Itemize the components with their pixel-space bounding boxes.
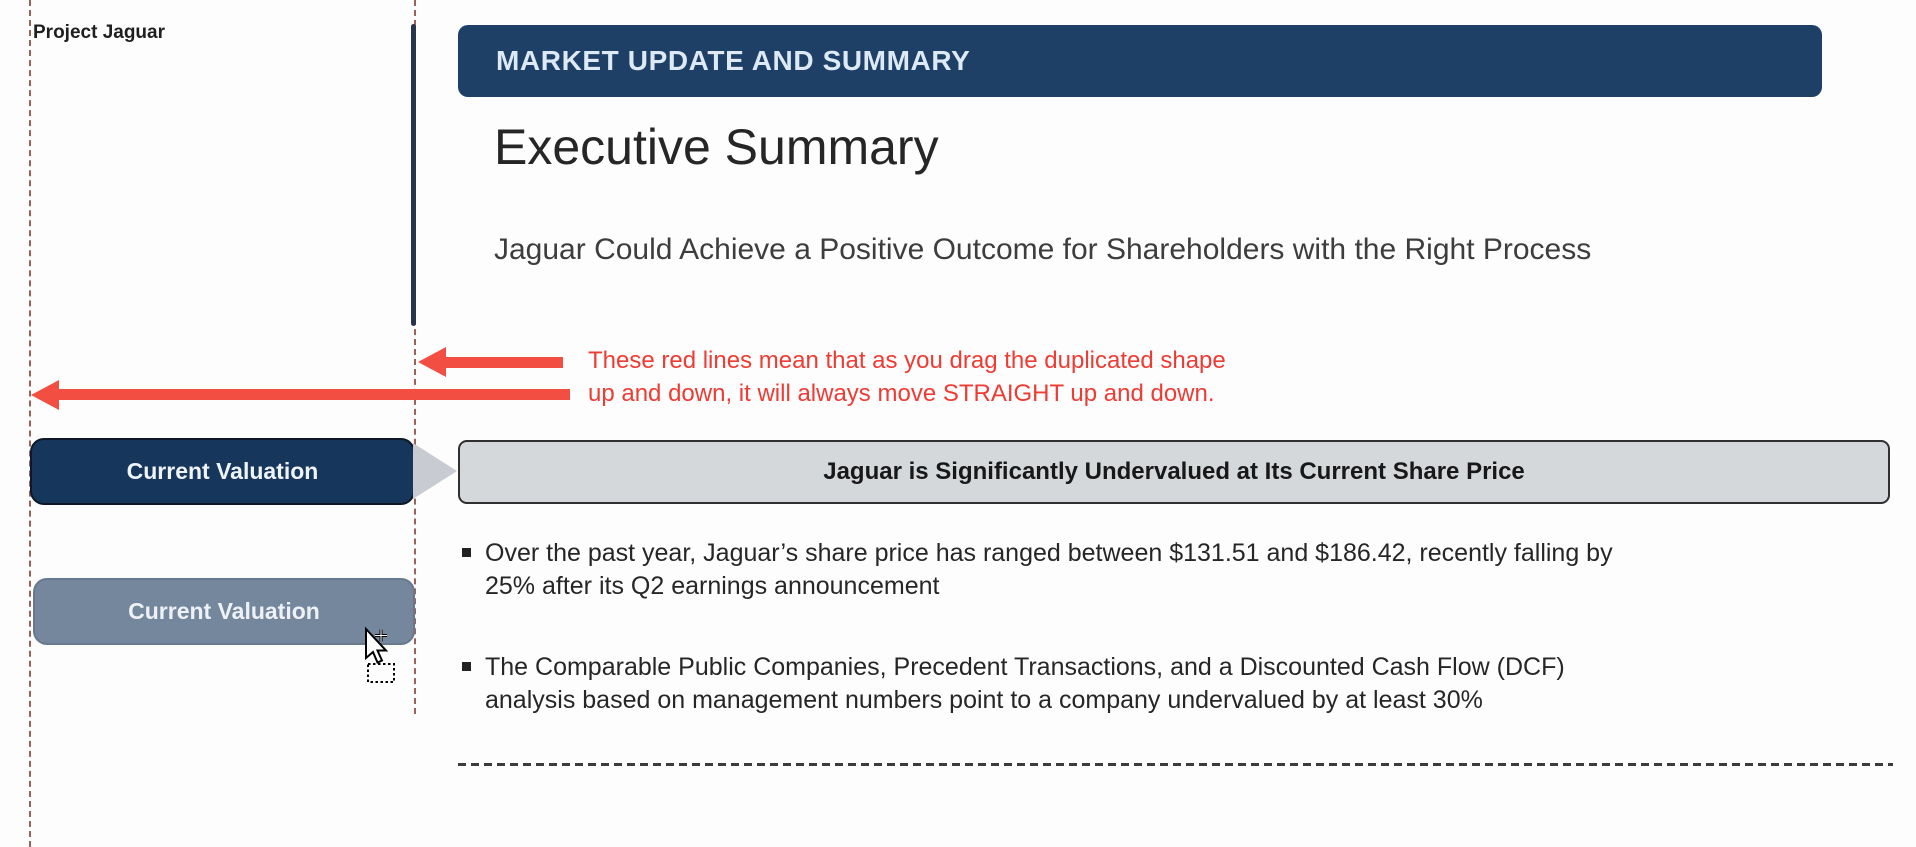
project-name-label: Project Jaguar xyxy=(33,22,165,43)
smart-guide-right xyxy=(414,0,416,714)
header-banner-shape[interactable]: MARKET UPDATE AND SUMMARY xyxy=(458,25,1822,97)
annotation-text: These red lines mean that as you drag th… xyxy=(588,347,1226,407)
bullet-item: Over the past year, Jaguar’s share price… xyxy=(462,537,1902,603)
current-valuation-shape[interactable]: Current Valuation xyxy=(30,438,415,505)
current-valuation-label: Current Valuation xyxy=(126,458,319,484)
slide-subtitle: Jaguar Could Achieve a Positive Outcome … xyxy=(494,233,1592,266)
smart-guide-left xyxy=(29,0,31,847)
section-headline-shape[interactable]: Jaguar is Significantly Undervalued at I… xyxy=(458,440,1890,504)
bullet-square-icon xyxy=(462,662,471,671)
drag-copy-cursor-icon xyxy=(360,626,414,693)
slide-title: Executive Summary xyxy=(494,119,939,175)
bullet-text: The Comparable Public Companies, Precede… xyxy=(485,653,1565,714)
dashed-divider-line xyxy=(458,763,1893,766)
bullet-item: The Comparable Public Companies, Precede… xyxy=(462,651,1902,717)
bullet-text: Over the past year, Jaguar’s share price… xyxy=(485,539,1613,600)
duplicated-current-valuation-shape[interactable]: Current Valuation xyxy=(33,578,415,645)
duplicated-current-valuation-label: Current Valuation xyxy=(128,598,320,624)
header-banner-title: MARKET UPDATE AND SUMMARY xyxy=(496,45,971,76)
section-headline-text: Jaguar is Significantly Undervalued at I… xyxy=(823,458,1525,485)
bullet-square-icon xyxy=(462,548,471,557)
vertical-rule-shape xyxy=(411,24,416,326)
arrow-left-icon xyxy=(418,347,446,377)
arrow-left-icon xyxy=(31,380,59,410)
chevron-right-icon xyxy=(413,443,457,499)
